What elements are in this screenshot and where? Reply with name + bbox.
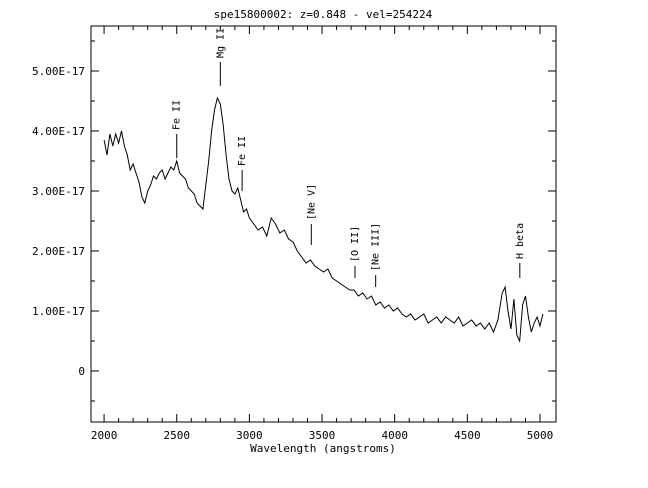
x-axis-tick-labels: 2000 2500 3000 3500 4000 4500 5000 (91, 429, 553, 442)
line-marker-label: [Ne III] (371, 223, 382, 271)
x-axis-label: Wavelength (angstroms) (250, 442, 396, 455)
x-tick-label: 4000 (381, 429, 408, 442)
y-tick-label: 3.00E-17 (32, 185, 85, 198)
plot-frame (90, 25, 557, 423)
emission-line-markers: Fe II Mg II Fe II [Ne V] [O II] [Ne III] H bet… (172, 28, 526, 287)
line-marker-label: [O II] (350, 226, 361, 262)
line-marker: Fe II (237, 136, 248, 191)
line-marker: Fe II (172, 100, 183, 158)
line-marker-label: Fe II (237, 136, 248, 166)
line-marker: H beta (515, 223, 526, 278)
x-tick-label: 4500 (454, 429, 481, 442)
y-tick-label: 2.00E-17 (32, 245, 85, 258)
x-tick-label: 5000 (527, 429, 554, 442)
y-tick-label: 1.00E-17 (32, 305, 85, 318)
line-marker-label: [Ne V] (306, 184, 317, 220)
chart-title: spe15800002: z=0.848 - vel=254224 (214, 8, 433, 21)
y-tick-label: 0 (78, 365, 85, 378)
x-tick-label: 2000 (91, 429, 118, 442)
y-axis-tick-labels: 0 1.00E-17 2.00E-17 3.00E-17 4.00E-17 5.00E-1… (32, 65, 85, 378)
line-marker-label: Mg II (215, 28, 226, 58)
y-tick-label: 4.00E-17 (32, 125, 85, 138)
spectrum-line (103, 96, 544, 343)
y-axis-ticks (91, 40, 556, 402)
line-marker: [Ne III] (371, 223, 382, 287)
line-marker: [O II] (350, 226, 361, 278)
x-tick-label: 3000 (236, 429, 263, 442)
line-marker-label: H beta (515, 223, 526, 259)
line-marker: Mg II (215, 28, 226, 86)
y-tick-label: 5.00E-17 (32, 65, 85, 78)
x-tick-label: 3500 (309, 429, 336, 442)
x-axis-ticks (103, 26, 541, 422)
line-marker-label: Fe II (172, 100, 183, 130)
x-tick-label: 2500 (163, 429, 190, 442)
line-marker: [Ne V] (306, 184, 317, 245)
